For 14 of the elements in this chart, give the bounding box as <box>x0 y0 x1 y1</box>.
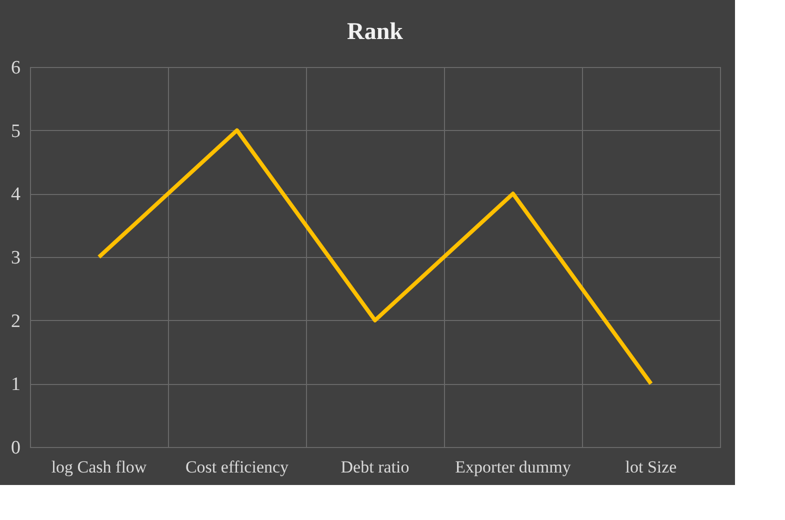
y-tick-label: 0 <box>11 438 20 458</box>
x-tick-label: Cost efficiency <box>185 458 290 476</box>
x-tick-label: log Cash flow <box>51 458 148 476</box>
y-tick-label: 1 <box>11 374 20 396</box>
line-series <box>97 128 653 386</box>
x-tick-label: lot Size <box>625 458 677 476</box>
y-tick-label: 5 <box>11 120 20 142</box>
y-tick-label: 3 <box>11 248 20 268</box>
x-tick-label: Debt ratio <box>340 458 410 476</box>
y-tick-label: 2 <box>11 310 20 332</box>
chart-title: Rank <box>346 19 404 45</box>
x-tick-label: Exporter dummy <box>455 458 572 476</box>
y-tick-label: 4 <box>11 184 21 206</box>
y-tick-label: 6 <box>11 58 20 78</box>
